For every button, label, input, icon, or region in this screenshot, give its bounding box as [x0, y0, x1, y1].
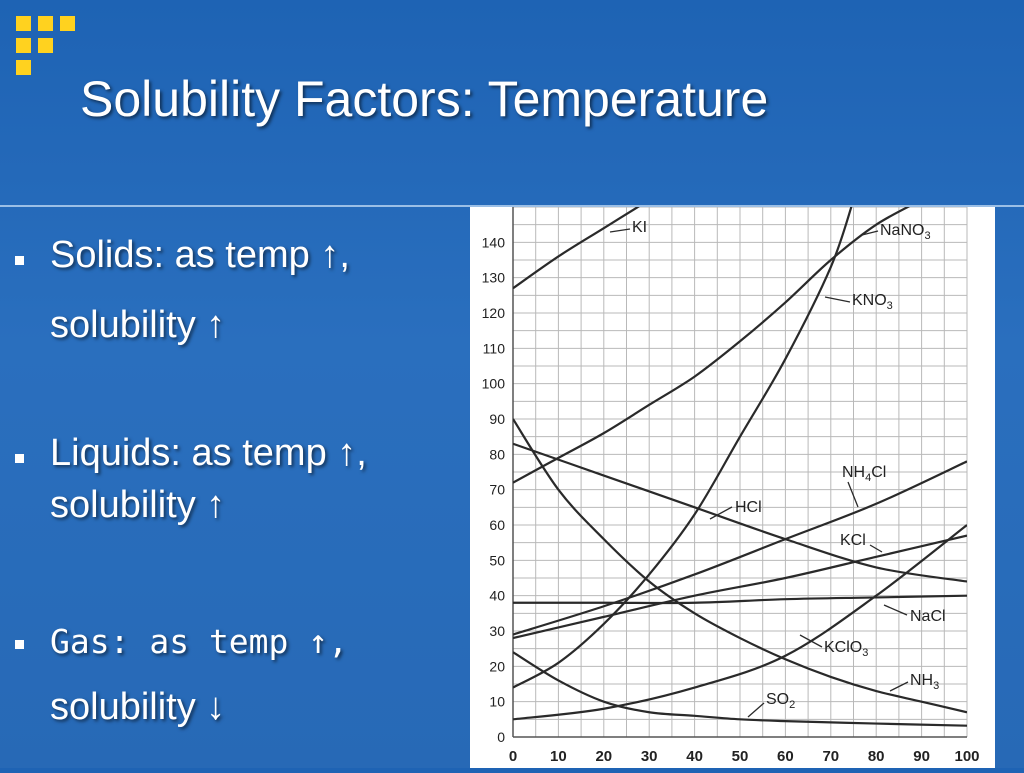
x-tick-label: 70 [822, 748, 839, 765]
label-pointer [869, 544, 883, 553]
label-pointer [847, 481, 859, 508]
y-tick-label: 70 [489, 482, 505, 498]
logo-squares-icon [16, 16, 88, 88]
x-tick-label: 40 [686, 748, 703, 765]
y-axis-ticks: 0 10 20 30 40 50 60 70 80 90 100 110 120 130 140 [482, 234, 506, 745]
curve-label-text: KClO [824, 639, 862, 656]
curve-nacl [513, 594, 967, 605]
curve-so2 [513, 651, 967, 727]
bullet-text-line1: Solids: as temp ↑, [50, 234, 350, 276]
bullet-text-line1: Liquids: as temp ↑, [50, 432, 367, 474]
y-tick-label: 130 [482, 270, 506, 286]
label-pointer [883, 604, 908, 616]
x-tick-label: 90 [913, 748, 930, 765]
curve-hcl [513, 442, 967, 583]
y-tick-label: 120 [482, 305, 506, 321]
curve-kno3 [513, 207, 853, 689]
curve-nh3 [513, 418, 967, 714]
bullet-text-line2: solubility ↑ [50, 304, 226, 346]
curve-label-subscript: 3 [933, 680, 939, 692]
slide-title: Solubility Factors: Temperature [80, 71, 769, 127]
y-tick-label: 90 [489, 411, 505, 427]
bullet-text-line1: Gas: as temp ↑, [50, 622, 349, 661]
curve-label-text: SO [766, 691, 789, 708]
x-tick-label: 50 [732, 748, 749, 765]
curve-label-text: NaCl [910, 608, 946, 625]
y-tick-label: 50 [489, 552, 505, 568]
bullet-square-icon [15, 256, 24, 265]
curve-label-subscript: 3 [924, 230, 930, 242]
curve-label-text: KI [632, 219, 647, 236]
x-tick-label: 0 [509, 748, 517, 765]
bullet-square-icon [15, 454, 24, 463]
curve-label: HCl [735, 499, 762, 516]
y-tick-label: 110 [483, 340, 506, 356]
title-divider [0, 205, 1024, 207]
curve-label: KClO3 [824, 639, 868, 659]
solubility-chart: 0 10 20 30 40 50 60 70 80 90 100 110 120 130 140 0 10 20… [470, 206, 995, 768]
label-pointer [609, 228, 631, 233]
curve-label-subscript: 3 [887, 300, 893, 312]
chart-grid [512, 206, 968, 738]
curve-label: NH3 [910, 672, 939, 692]
curve-label-text: KCl [840, 532, 866, 549]
curve-label-text: NaNO [880, 222, 924, 239]
curve-nh4cl [513, 460, 967, 636]
label-pointer [861, 230, 879, 236]
curve-kcl [513, 534, 967, 640]
x-tick-label: 10 [550, 748, 567, 765]
label-pointer [824, 296, 851, 303]
curve-label-text: Cl [871, 464, 886, 481]
x-tick-label: 80 [868, 748, 885, 765]
y-tick-label: 60 [489, 517, 505, 533]
x-tick-label: 100 [954, 748, 979, 765]
curve-ki [513, 207, 640, 290]
curve-nano3 [513, 207, 911, 484]
curve-label-text: NH [842, 464, 865, 481]
label-pointer [747, 702, 765, 718]
curve-label-text: NH [910, 672, 933, 689]
label-pointer [889, 681, 909, 692]
curve-label-subscript: 4 [865, 472, 871, 484]
curve-label-text: HCl [735, 499, 762, 516]
x-axis-ticks: 0 10 20 30 40 50 60 70 80 90 100 [509, 748, 980, 765]
x-tick-label: 60 [777, 748, 794, 765]
curve-label: NaCl [910, 608, 946, 625]
curve-label: KI [632, 219, 647, 236]
bullet-text-line2: solubility ↑ [50, 484, 226, 526]
y-tick-label: 100 [482, 376, 506, 392]
curve-label: NaNO3 [880, 222, 931, 242]
y-tick-label: 30 [489, 623, 505, 639]
chart-curves [513, 207, 967, 727]
curve-label-text: KNO [852, 292, 887, 309]
bullet-text-line2: solubility ↓ [50, 686, 226, 728]
curve-label: SO2 [766, 691, 795, 711]
y-tick-label: 0 [497, 729, 505, 745]
x-tick-label: 30 [641, 748, 658, 765]
x-tick-label: 20 [595, 748, 612, 765]
curve-label: NH4Cl [842, 464, 886, 484]
curve-label-subscript: 3 [862, 647, 868, 659]
label-pointer [709, 506, 733, 520]
y-tick-label: 40 [489, 588, 505, 604]
curve-label-subscript: 2 [789, 699, 795, 711]
curve-kclo3 [513, 524, 967, 721]
curve-label: KCl [840, 532, 866, 549]
bullet-square-icon [15, 640, 24, 649]
y-tick-label: 80 [489, 446, 505, 462]
curve-label: KNO3 [852, 292, 893, 312]
y-tick-label: 10 [489, 694, 505, 710]
label-pointer [799, 634, 823, 648]
y-tick-label: 20 [489, 658, 505, 674]
y-tick-label: 140 [482, 234, 506, 250]
